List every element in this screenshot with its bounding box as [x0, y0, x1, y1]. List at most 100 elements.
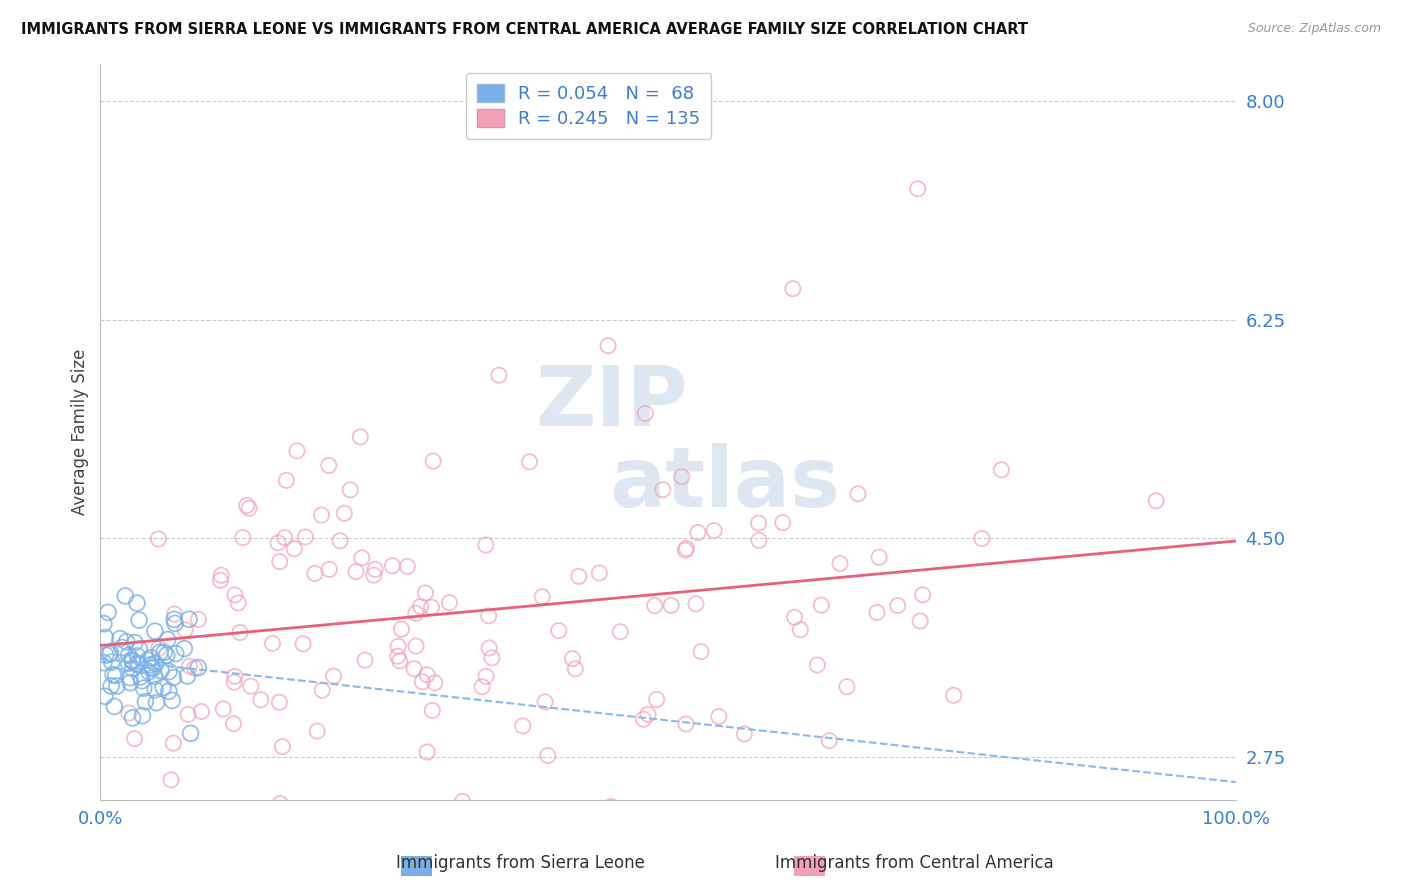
Point [179, 659, 201, 673]
Point [488, 368, 510, 383]
Point [157, 665, 180, 679]
Point [145, 657, 167, 671]
Point [782, 282, 804, 296]
Point [294, 530, 316, 544]
Point [162, 671, 184, 685]
Point [100, 646, 122, 660]
Point [609, 624, 631, 639]
Point [292, 637, 315, 651]
Point [409, 599, 432, 614]
Point [644, 599, 666, 613]
Point [114, 589, 136, 603]
Point [129, 670, 152, 684]
Point [156, 632, 179, 647]
Point [478, 608, 501, 623]
Point [118, 657, 141, 671]
Point [634, 406, 657, 420]
Point [125, 596, 148, 610]
Point [131, 708, 153, 723]
Point [105, 679, 128, 693]
Point [304, 566, 326, 581]
Point [405, 639, 427, 653]
Point [439, 596, 461, 610]
Point [142, 662, 165, 676]
Point [907, 182, 929, 196]
Point [396, 559, 419, 574]
Point [121, 654, 143, 668]
Point [139, 657, 162, 672]
Point [673, 543, 696, 558]
Point [209, 574, 232, 588]
Point [98, 647, 121, 661]
Point [183, 661, 205, 675]
Point [475, 669, 498, 683]
Point [748, 533, 770, 548]
Point [564, 662, 586, 676]
Point [176, 669, 198, 683]
Point [152, 680, 174, 694]
Point [970, 532, 993, 546]
Point [131, 673, 153, 688]
Point [671, 470, 693, 484]
Point [163, 616, 186, 631]
Point [886, 599, 908, 613]
Point [127, 648, 149, 663]
Point [690, 645, 713, 659]
Point [416, 745, 439, 759]
Point [160, 693, 183, 707]
Point [645, 692, 668, 706]
Point [534, 695, 557, 709]
Point [224, 669, 246, 683]
Point [149, 645, 172, 659]
Point [174, 623, 197, 637]
Point [141, 660, 163, 674]
Point [162, 736, 184, 750]
Point [537, 748, 560, 763]
Point [659, 599, 682, 613]
Point [165, 647, 187, 661]
Point [163, 612, 186, 626]
Point [226, 596, 249, 610]
Point [249, 693, 271, 707]
Point [118, 671, 141, 685]
Legend: R = 0.054   N =  68, R = 0.245   N = 135: R = 0.054 N = 68, R = 0.245 N = 135 [465, 73, 711, 139]
Point [329, 533, 352, 548]
Point [100, 679, 122, 693]
Point [157, 684, 180, 698]
Point [143, 669, 166, 683]
Point [118, 706, 141, 720]
Point [239, 679, 262, 693]
Point [423, 675, 446, 690]
Point [153, 645, 176, 659]
Point [404, 662, 426, 676]
Point [111, 640, 134, 655]
Point [733, 727, 755, 741]
Point [307, 724, 329, 739]
Point [138, 665, 160, 679]
Point [124, 635, 146, 649]
Point [600, 799, 623, 814]
Point [94, 631, 117, 645]
Point [339, 483, 361, 497]
Point [143, 682, 166, 697]
Point [835, 680, 858, 694]
Point [1144, 493, 1167, 508]
Point [121, 654, 143, 668]
Point [387, 649, 409, 664]
Point [789, 623, 811, 637]
Point [387, 640, 409, 654]
Point [531, 590, 554, 604]
Point [222, 716, 245, 731]
Point [97, 605, 120, 619]
Point [269, 695, 291, 709]
Point [828, 557, 851, 571]
Point [238, 501, 260, 516]
Point [121, 711, 143, 725]
Point [908, 614, 931, 628]
Point [124, 731, 146, 746]
Point [232, 531, 254, 545]
Point [350, 550, 373, 565]
Text: IMMIGRANTS FROM SIERRA LEONE VS IMMIGRANTS FROM CENTRAL AMERICA AVERAGE FAMILY S: IMMIGRANTS FROM SIERRA LEONE VS IMMIGRAN… [21, 22, 1028, 37]
Point [108, 632, 131, 646]
Point [141, 651, 163, 665]
